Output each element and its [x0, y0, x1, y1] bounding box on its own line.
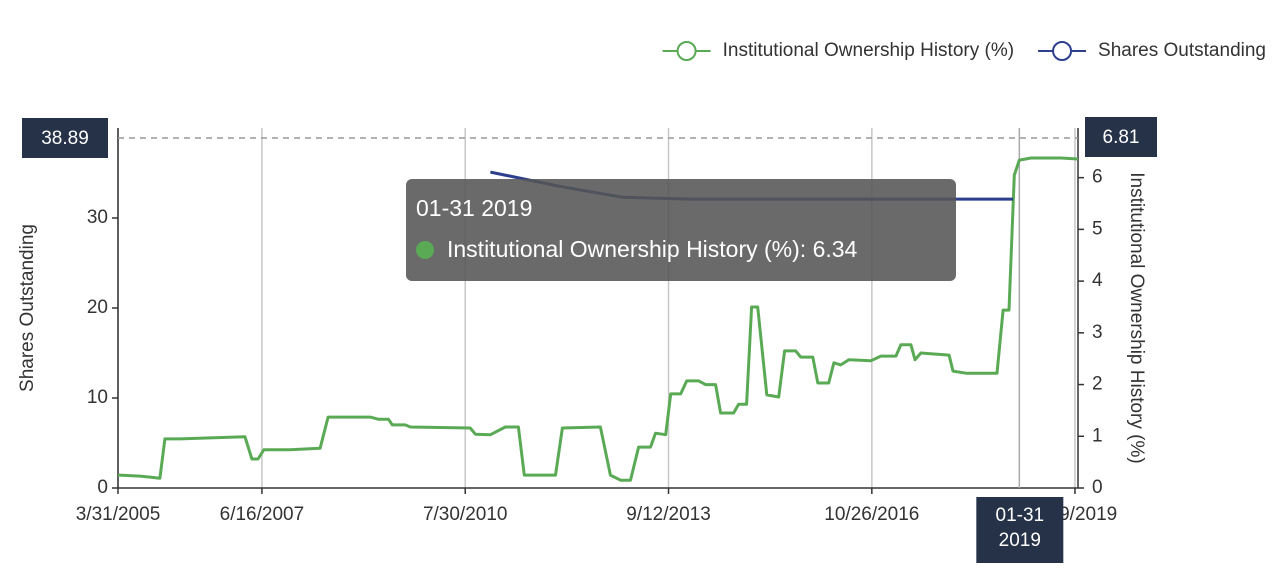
crosshair-x-label: 2019	[999, 530, 1041, 551]
y-tick-label: 0	[97, 477, 108, 498]
legend-label: Institutional Ownership History (%)	[723, 40, 1014, 61]
y-tick-label: 10	[87, 387, 108, 408]
crosshair-y2-box	[1085, 117, 1157, 157]
x-tick-label: 3/31/2005	[76, 504, 161, 525]
y2-tick-label: 2	[1092, 374, 1103, 395]
tooltip-title: 01-31 2019	[416, 195, 532, 221]
y2-axis-title: Institutional Ownership History (%)	[1126, 172, 1147, 463]
legend-label: Shares Outstanding	[1098, 40, 1266, 61]
y2-tick-label: 3	[1092, 322, 1103, 343]
crosshair-x-box	[976, 497, 1064, 563]
crosshair-x-label: 01-31	[996, 505, 1045, 526]
x-tick-label: 10/26/2016	[824, 504, 919, 525]
y-axis-title: Shares Outstanding	[17, 224, 38, 392]
y-tick-label: 30	[87, 207, 108, 228]
y2-tick-label: 0	[1092, 477, 1103, 498]
legend-marker	[1052, 41, 1073, 61]
y-tick-label: 20	[87, 297, 108, 318]
y2-tick-label: 5	[1092, 218, 1103, 239]
y2-tick-label: 6	[1092, 167, 1103, 188]
tooltip-marker	[416, 241, 434, 259]
series-line	[117, 156, 1079, 482]
tooltip-text: Institutional Ownership History (%): 6.3…	[447, 236, 858, 262]
tooltip-box	[406, 179, 956, 281]
x-tick-label: 9/12/2013	[626, 504, 711, 525]
x-tick-label: 7/30/2010	[423, 504, 508, 525]
y2-tick-label: 1	[1092, 425, 1103, 446]
crosshair-y-box	[22, 118, 108, 158]
crosshair-y-label: 38.89	[41, 128, 89, 149]
y2-tick-label: 4	[1092, 270, 1103, 291]
x-tick-label: 6/16/2007	[220, 504, 305, 525]
legend-marker	[676, 41, 697, 61]
crosshair-y2-label: 6.81	[1103, 127, 1140, 148]
